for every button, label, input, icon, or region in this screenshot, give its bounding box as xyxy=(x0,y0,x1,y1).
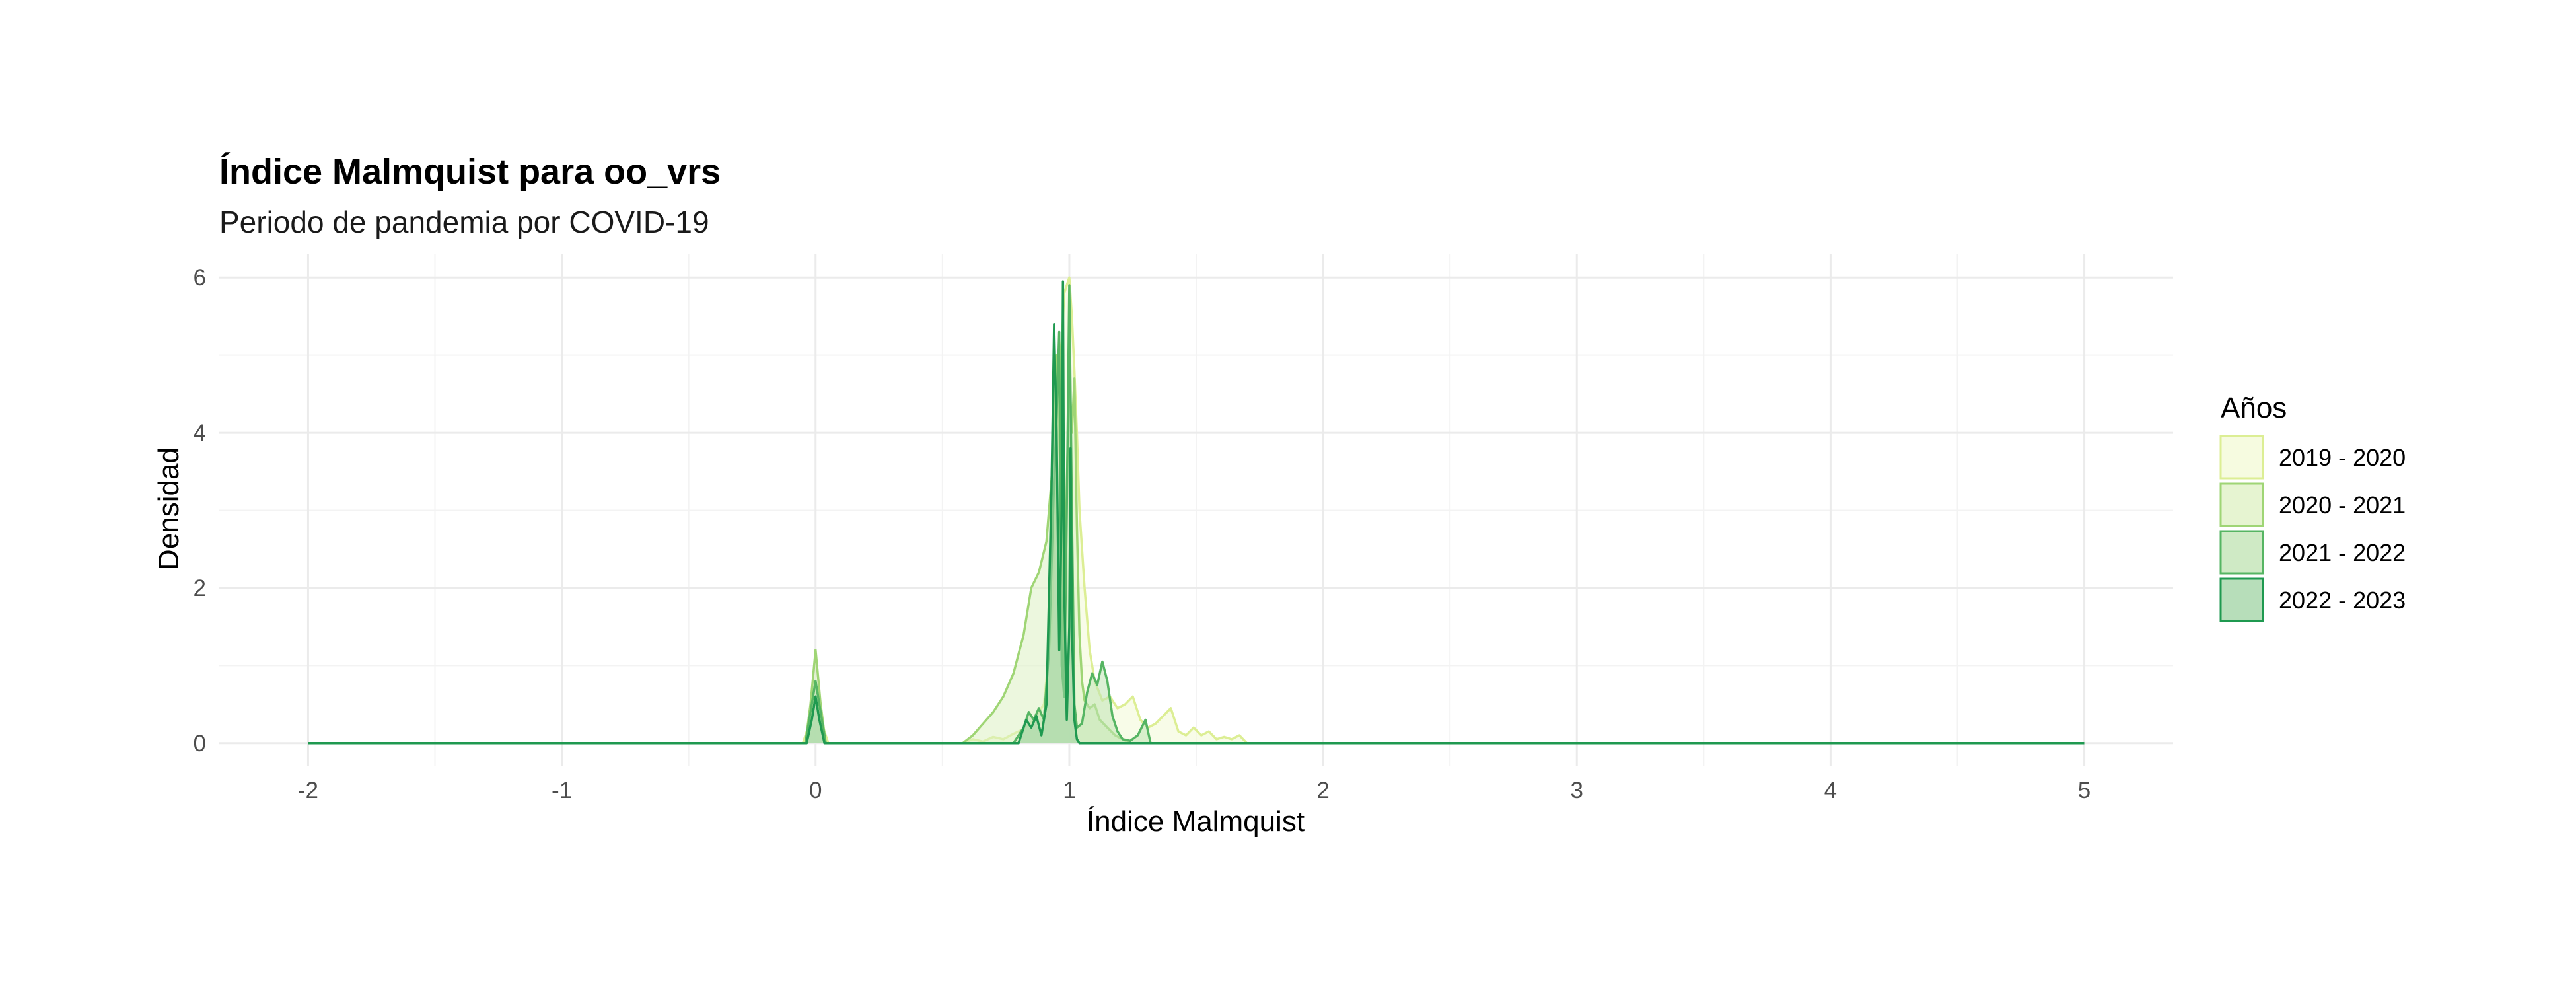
chart-subtitle: Periodo de pandemia por COVID-19 xyxy=(219,205,709,239)
x-tick-label: 4 xyxy=(1824,778,1837,803)
legend-swatch-3 xyxy=(2219,530,2264,575)
legend-label-1: 2019 - 2020 xyxy=(2279,444,2406,471)
y-tick-label: 0 xyxy=(194,731,206,756)
legend: Años 2019 - 2020 2020 - 2021 2021 - 2022 20… xyxy=(2219,392,2406,622)
x-tick-label: 0 xyxy=(809,778,822,803)
x-tick-label: 3 xyxy=(1570,778,1583,803)
legend-label-2: 2020 - 2021 xyxy=(2279,492,2406,519)
x-tick-label: 5 xyxy=(2078,778,2091,803)
x-tick-label: 1 xyxy=(1063,778,1075,803)
legend-label-4: 2022 - 2023 xyxy=(2279,587,2406,614)
y-axis-ticks: 0 2 4 6 xyxy=(194,265,206,756)
legend-title: Años xyxy=(2221,392,2287,424)
legend-swatch-2 xyxy=(2219,482,2264,527)
x-axis-label: Índice Malmquist xyxy=(1087,805,1305,838)
x-tick-label: 2 xyxy=(1316,778,1329,803)
density-line-4 xyxy=(308,280,2085,745)
y-tick-label: 6 xyxy=(194,265,206,291)
y-tick-label: 2 xyxy=(194,575,206,601)
y-axis-label: Densidad xyxy=(153,447,185,570)
density-areas xyxy=(308,276,2085,745)
y-tick-label: 4 xyxy=(194,420,206,446)
legend-swatch-1 xyxy=(2219,435,2264,480)
legend-label-3: 2021 - 2022 xyxy=(2279,539,2406,566)
plot-grid xyxy=(219,254,2173,766)
x-axis-ticks: -2 -1 0 1 2 3 4 5 xyxy=(298,778,2091,803)
x-tick-label: -1 xyxy=(552,778,572,803)
legend-swatch-4 xyxy=(2219,577,2264,622)
x-tick-label: -2 xyxy=(298,778,318,803)
chart-title: Índice Malmquist para oo_vrs xyxy=(219,152,721,192)
